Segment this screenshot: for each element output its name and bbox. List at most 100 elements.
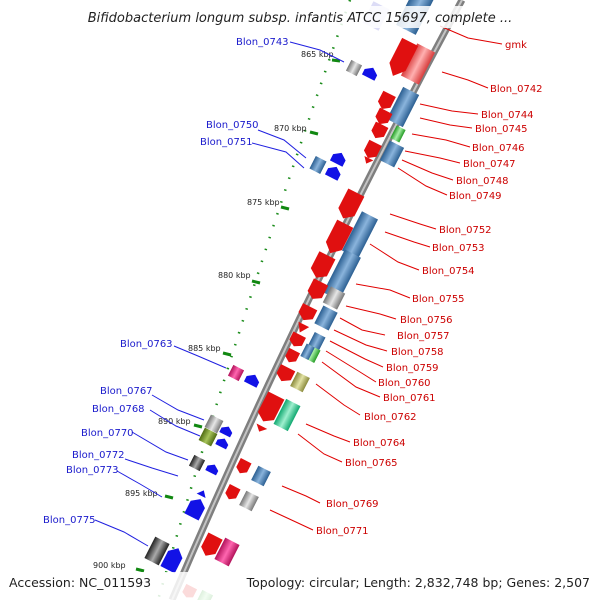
gene-feature[interactable]	[214, 537, 240, 567]
gene-feature[interactable]	[255, 391, 285, 425]
chromosome-backbone	[168, 0, 466, 600]
gene-feature[interactable]	[274, 364, 296, 385]
gene-feature[interactable]	[369, 121, 389, 142]
gene-feature[interactable]	[273, 398, 301, 432]
gene-label[interactable]: Blon_0757	[397, 331, 450, 342]
gene-feature[interactable]	[283, 347, 301, 365]
gene-feature[interactable]	[335, 188, 365, 222]
gene-label[interactable]: Blon_0772	[72, 450, 125, 461]
gene-feature[interactable]	[322, 219, 354, 258]
gene-label[interactable]: Blon_0743	[236, 37, 289, 48]
gene-label[interactable]: Blon_0764	[353, 438, 406, 449]
gene-feature[interactable]	[288, 331, 306, 349]
gene-feature[interactable]	[205, 462, 220, 476]
gene-feature[interactable]	[308, 332, 326, 350]
gene-label[interactable]: Blon_0742	[490, 84, 543, 95]
gene-label[interactable]: Blon_0763	[120, 339, 173, 350]
accession-text: Accession: NC_011593	[9, 575, 151, 590]
gene-label[interactable]: gmk	[505, 40, 527, 51]
gene-feature[interactable]	[184, 495, 207, 521]
gene-feature[interactable]	[239, 490, 259, 512]
tick-label: 865 kbp	[301, 50, 334, 59]
gene-feature[interactable]	[254, 423, 268, 434]
gene-label[interactable]: Blon_0745	[475, 124, 528, 135]
gene-feature[interactable]	[204, 414, 224, 434]
gene-label[interactable]: Blon_0759	[386, 363, 439, 374]
gene-label[interactable]: Blon_0744	[481, 110, 534, 121]
tick-label: 870 kbp	[274, 124, 307, 133]
gene-feature[interactable]	[322, 286, 346, 310]
gene-feature[interactable]	[373, 107, 393, 128]
gene-feature[interactable]	[160, 545, 185, 574]
gene-feature[interactable]	[400, 43, 436, 85]
gene-feature[interactable]	[386, 86, 420, 128]
tick-label: 895 kbp	[125, 489, 158, 498]
gene-feature[interactable]	[390, 125, 406, 143]
gene-feature[interactable]	[361, 65, 379, 81]
gene-feature[interactable]	[223, 484, 241, 502]
gene-label[interactable]: Blon_0747	[463, 159, 516, 170]
gene-label[interactable]: Blon_0754	[422, 266, 475, 277]
gene-feature[interactable]	[219, 424, 234, 438]
gene-label[interactable]: Blon_0751	[200, 137, 253, 148]
gene-label[interactable]: Blon_0750	[206, 120, 259, 131]
forward-features	[182, 0, 436, 600]
gene-label[interactable]: Blon_0771	[316, 526, 369, 537]
footer-background	[0, 572, 600, 600]
gene-label[interactable]: Blon_0746	[472, 143, 525, 154]
gene-feature[interactable]	[198, 532, 223, 559]
reverse-leaders	[94, 41, 345, 547]
gene-feature[interactable]	[309, 156, 327, 174]
gene-feature[interactable]	[215, 436, 230, 450]
tick-label: 900 kbp	[93, 561, 126, 570]
gene-label[interactable]: Blon_0762	[364, 412, 417, 423]
gene-label[interactable]: Blon_0755	[412, 294, 465, 305]
reverse-features	[144, 1, 390, 574]
gene-feature[interactable]	[294, 321, 310, 335]
gene-label[interactable]: Blon_0758	[391, 347, 444, 358]
gene-feature[interactable]	[308, 251, 336, 281]
map-title: Bifidobacterium longum subsp. infantis A…	[88, 11, 513, 26]
gene-feature[interactable]	[385, 37, 419, 80]
gene-feature[interactable]	[329, 150, 348, 167]
gene-label[interactable]: Blon_0756	[400, 315, 453, 326]
gene-feature[interactable]	[376, 90, 396, 113]
gene-feature[interactable]	[324, 164, 343, 181]
gene-label[interactable]: Blon_0752	[439, 225, 492, 236]
tick-labels: 865 kbp 870 kbp 875 kbp 880 kbp 885 kbp …	[93, 50, 334, 570]
gene-label[interactable]: Blon_0753	[432, 243, 485, 254]
gene-label[interactable]: Blon_0775	[43, 515, 96, 526]
gene-feature[interactable]	[144, 536, 170, 566]
gene-label[interactable]: Blon_0770	[81, 428, 134, 439]
gene-label[interactable]: Blon_0768	[92, 404, 145, 415]
gene-label[interactable]: Blon_0749	[449, 191, 502, 202]
gene-feature[interactable]	[296, 303, 318, 324]
forward-gene-labels: gmk Blon_0742 Blon_0744 Blon_0745 Blon_0…	[316, 40, 543, 537]
gene-label[interactable]: Blon_0767	[100, 386, 153, 397]
gene-feature[interactable]	[227, 364, 245, 382]
gene-label[interactable]: Blon_0761	[383, 393, 436, 404]
gene-label[interactable]: Blon_0769	[326, 499, 379, 510]
gene-feature[interactable]	[196, 488, 209, 499]
gene-feature[interactable]	[198, 427, 218, 447]
gene-feature[interactable]	[290, 371, 310, 393]
gene-label[interactable]: Blon_0760	[378, 378, 431, 389]
gene-label[interactable]: Blon_0765	[345, 458, 398, 469]
gene-feature[interactable]	[234, 458, 252, 476]
gene-feature[interactable]	[314, 305, 338, 331]
gene-feature[interactable]	[362, 155, 374, 166]
gene-feature[interactable]	[379, 140, 405, 168]
gene-feature[interactable]	[300, 343, 315, 361]
gene-label[interactable]: Blon_0748	[456, 176, 509, 187]
gene-feature[interactable]	[188, 454, 206, 472]
gene-feature[interactable]	[341, 211, 379, 259]
tick-label: 875 kbp	[247, 198, 280, 207]
gene-feature[interactable]	[345, 59, 363, 77]
gene-feature[interactable]	[243, 372, 261, 388]
gene-feature[interactable]	[362, 139, 382, 162]
gene-feature[interactable]	[251, 465, 271, 487]
tick-label: 890 kbp	[158, 417, 191, 426]
gene-feature[interactable]	[305, 278, 329, 302]
gene-label[interactable]: Blon_0773	[66, 465, 119, 476]
